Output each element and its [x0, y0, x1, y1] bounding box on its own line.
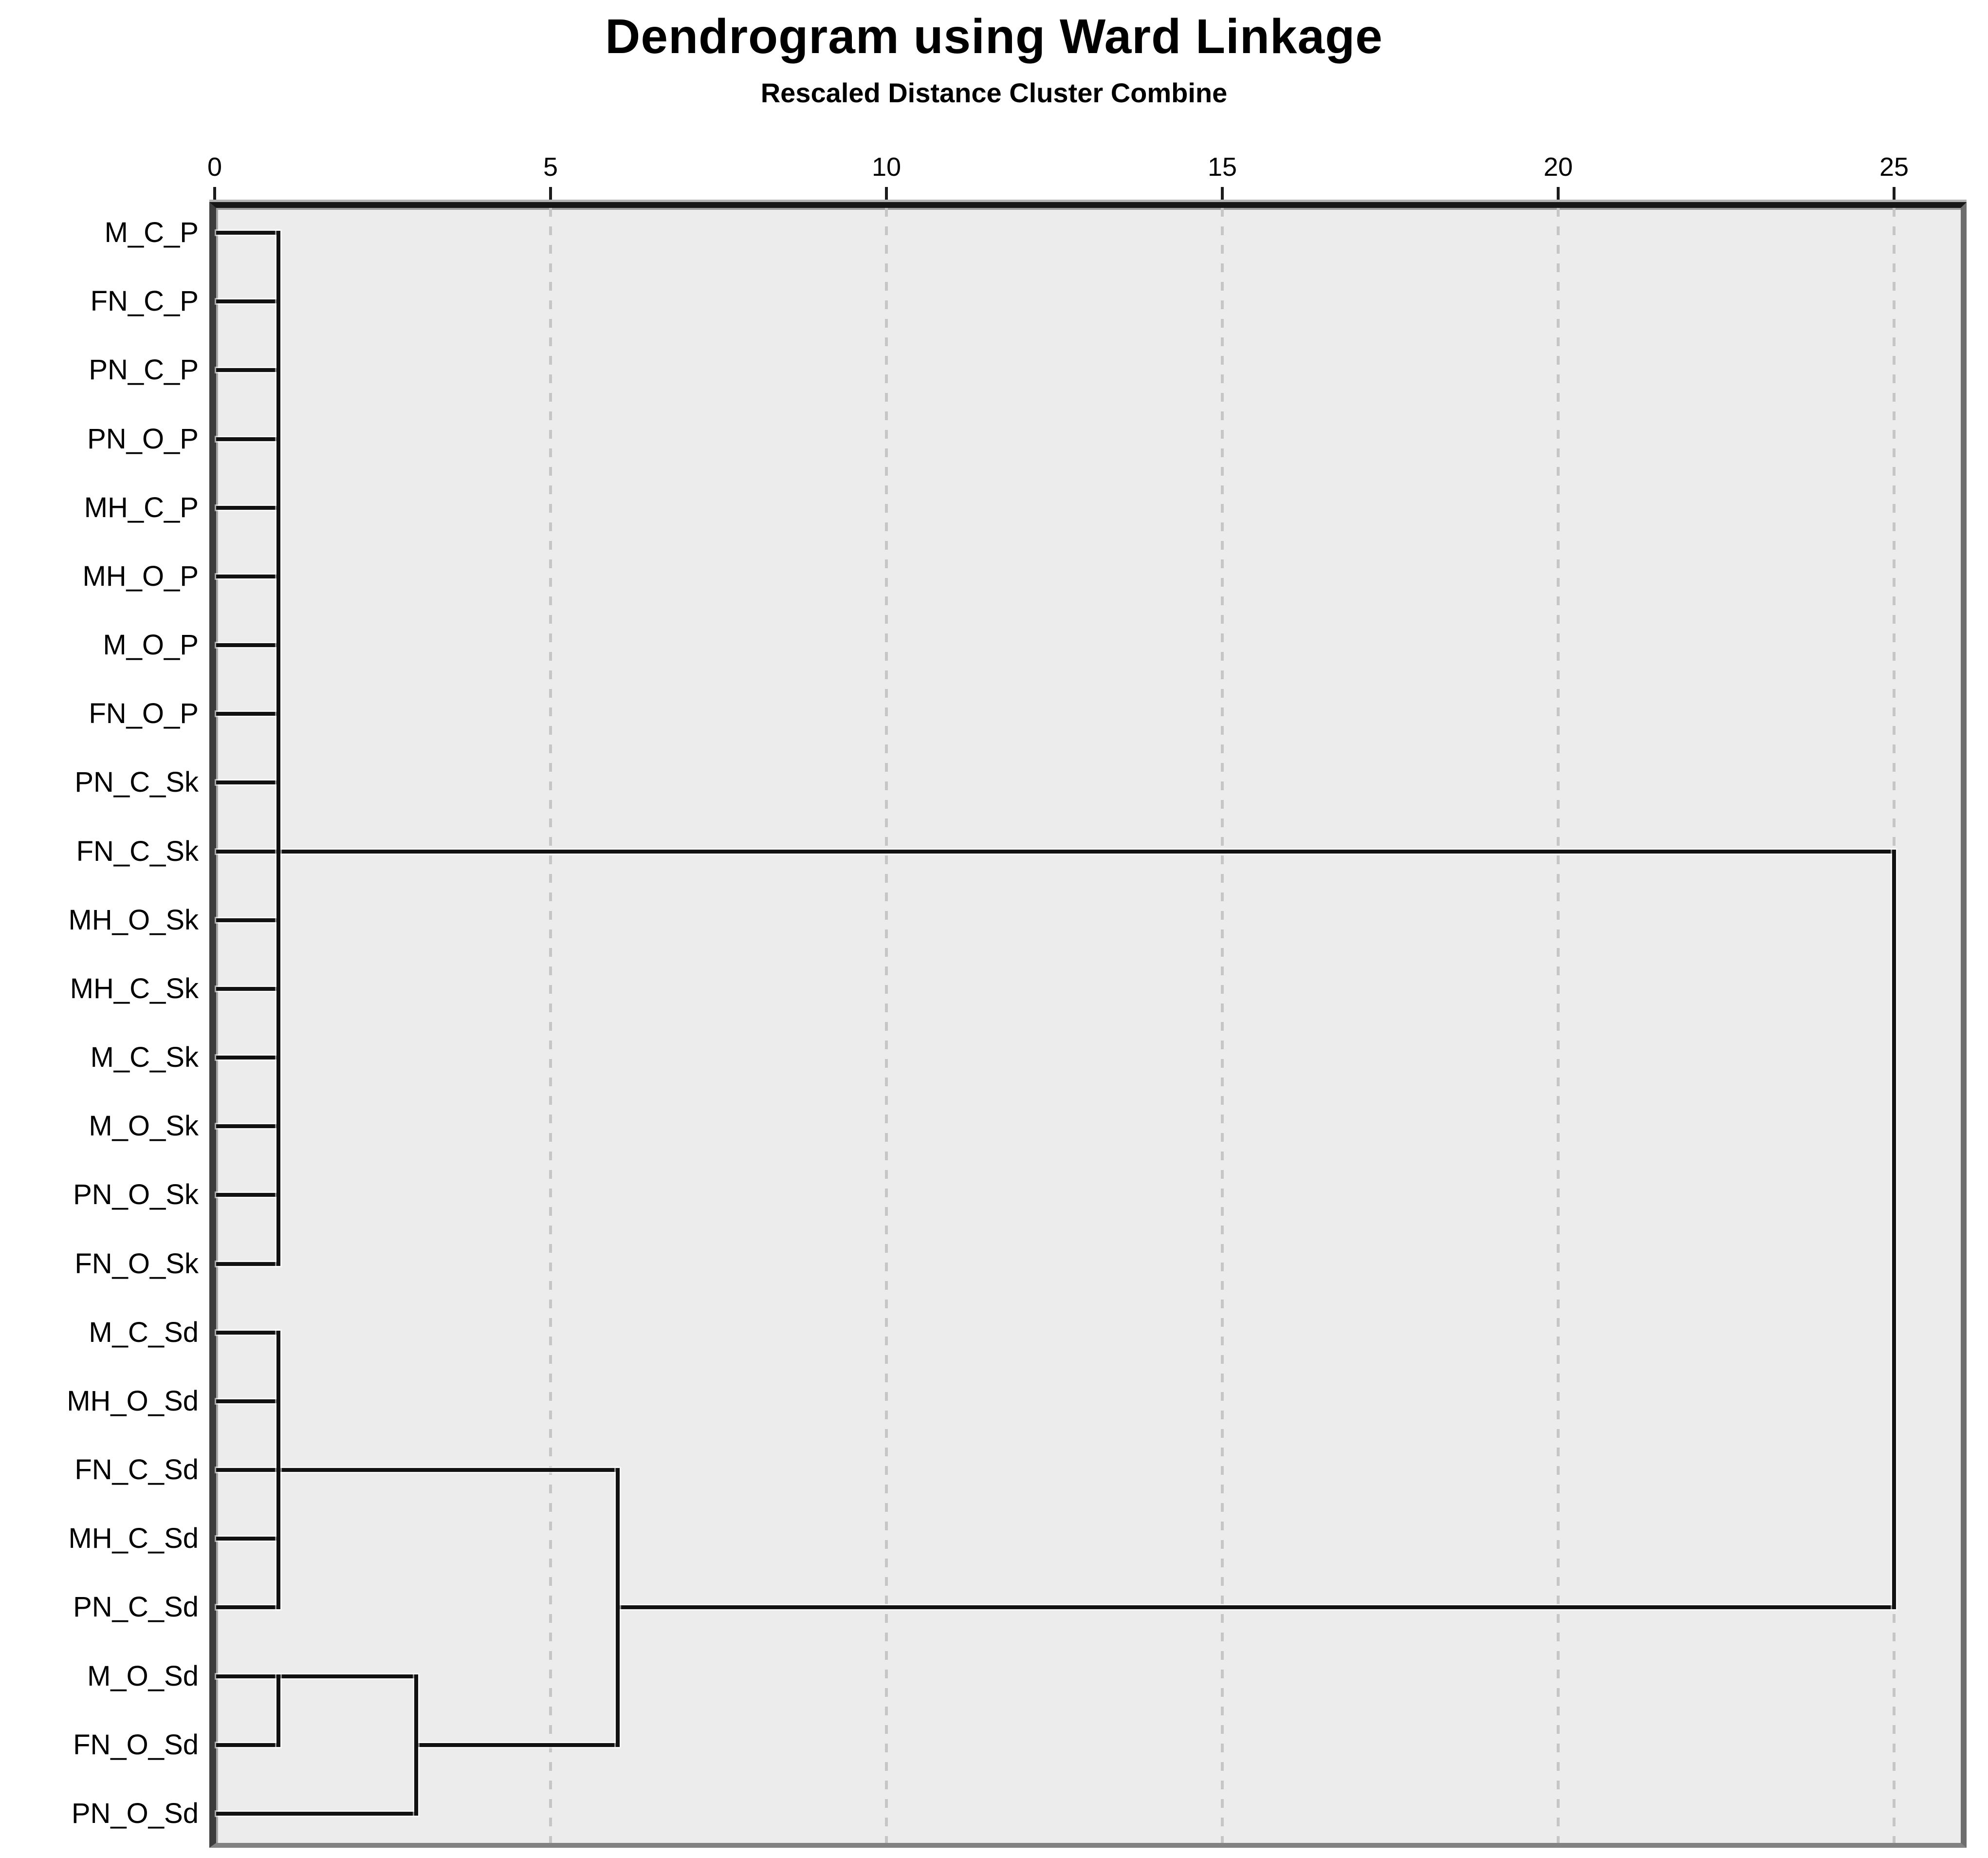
dendrogram-line-h	[216, 1674, 416, 1678]
leaf-label: MH_O_P	[82, 560, 199, 592]
dendrogram-line-h	[216, 1262, 278, 1266]
leaf-label: FN_C_Sd	[74, 1454, 199, 1486]
dendrogram-line-h	[216, 506, 278, 510]
dendrogram-line-h	[216, 780, 278, 784]
dendrogram-line-v	[276, 231, 280, 1266]
dendrogram-line-h	[216, 1743, 278, 1747]
leaf-label: FN_O_Sk	[74, 1248, 199, 1280]
leaf-label: PN_C_Sk	[74, 766, 199, 798]
leaf-label: MH_C_Sd	[68, 1523, 199, 1554]
dendrogram-line-h	[416, 1743, 618, 1747]
leaf-label: PN_O_Sk	[73, 1179, 199, 1210]
leaf-label: M_O_Sd	[87, 1660, 199, 1692]
axis-tick-label: 25	[1879, 152, 1909, 182]
axis-tick-mark	[1221, 187, 1224, 203]
leaf-label: MH_O_Sk	[68, 904, 199, 936]
axis-gridline	[885, 208, 888, 1843]
dendrogram-line-h	[216, 299, 278, 303]
leaf-label: M_O_Sk	[89, 1110, 199, 1142]
dendrogram-line-h	[216, 437, 278, 441]
dendrogram-line-h	[618, 1605, 1894, 1609]
dendrogram-line-h	[216, 1331, 278, 1335]
axis-tick-mark	[1893, 187, 1896, 203]
leaf-label: FN_O_P	[89, 698, 199, 729]
dendrogram-line-h	[216, 850, 1894, 854]
plot-area	[209, 202, 1967, 1848]
chart-title: Dendrogram using Ward Linkage	[605, 9, 1383, 64]
axis-tick-mark	[549, 187, 552, 203]
dendrogram-line-h	[216, 1537, 278, 1541]
dendrogram-line-h	[216, 1056, 278, 1059]
dendrogram-line-h	[216, 368, 278, 372]
dendrogram-line-v	[414, 1674, 418, 1816]
dendrogram-line-h	[216, 918, 278, 922]
leaf-label: PN_C_P	[89, 354, 199, 386]
axis-tick-mark	[1557, 187, 1560, 203]
dendrogram-line-h	[216, 987, 278, 991]
dendrogram-line-h	[216, 1193, 278, 1197]
axis-tick-mark	[213, 187, 216, 203]
dendrogram-line-h	[216, 1399, 278, 1403]
leaf-label: PN_C_Sd	[73, 1591, 199, 1623]
axis-gridline	[549, 208, 552, 1843]
leaf-label: MH_O_Sd	[67, 1385, 199, 1417]
dendrogram-line-h	[216, 1124, 278, 1128]
axis-tick-label: 10	[871, 152, 902, 182]
leaf-label: PN_O_P	[87, 423, 199, 455]
chart-subtitle: Rescaled Distance Cluster Combine	[760, 77, 1228, 108]
axis-gridline	[1557, 208, 1560, 1843]
leaf-label: M_C_P	[104, 217, 199, 248]
dendrogram-line-v	[276, 1674, 280, 1747]
dendrogram-line-v	[1892, 850, 1896, 1609]
leaf-label: M_C_Sk	[90, 1041, 199, 1073]
dendrogram-line-h	[216, 575, 278, 578]
leaf-label: MH_C_P	[84, 492, 199, 523]
leaf-label: FN_C_Sk	[76, 836, 199, 867]
axis-gridline	[1221, 208, 1224, 1843]
dendrogram-line-h	[216, 1468, 618, 1472]
axis-tick-label: 20	[1543, 152, 1573, 182]
dendrogram-line-h	[216, 712, 278, 716]
leaf-label: FN_O_Sd	[73, 1729, 199, 1761]
dendrogram-line-h	[216, 1812, 416, 1816]
leaf-label: FN_C_P	[90, 285, 199, 317]
leaf-label: M_C_Sd	[89, 1317, 199, 1348]
dendrogram-line-h	[216, 231, 278, 235]
dendrogram-line-v	[616, 1468, 620, 1747]
dendrogram-line-v	[276, 1331, 280, 1609]
dendrogram-line-h	[216, 643, 278, 647]
leaf-label: MH_C_Sk	[70, 973, 199, 1004]
dendrogram-line-h	[216, 1605, 278, 1609]
axis-tick-mark	[885, 187, 888, 203]
axis-tick-label: 15	[1207, 152, 1237, 182]
leaf-label: M_O_P	[103, 629, 199, 661]
axis-tick-label: 0	[207, 152, 222, 182]
axis-tick-label: 5	[543, 152, 558, 182]
leaf-label: PN_O_Sd	[71, 1798, 199, 1829]
